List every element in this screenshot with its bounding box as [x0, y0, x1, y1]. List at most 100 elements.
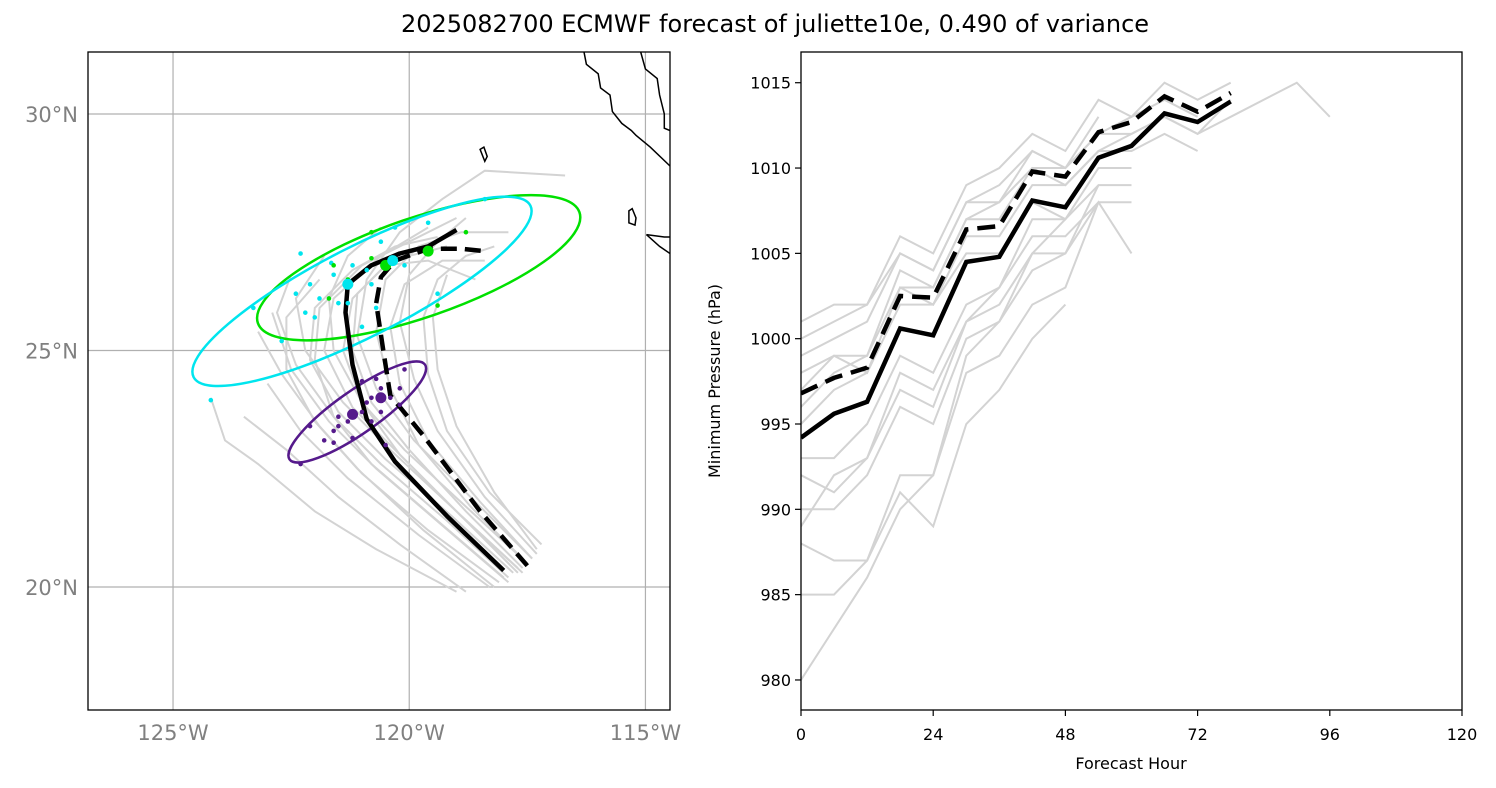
cluster-point-purple	[331, 440, 336, 446]
cluster-point-green	[463, 229, 469, 235]
island-outline	[628, 207, 637, 227]
cluster-point-purple	[397, 402, 403, 408]
map-x-tick-label: 125°W	[137, 721, 209, 745]
map-tick-labels: 125°W 120°W 115°W 30°N 25°N 20°N	[25, 103, 681, 745]
map-content	[191, 52, 670, 593]
cluster-point-purple	[336, 423, 341, 429]
map-y-tick-label: 30°N	[25, 103, 78, 127]
ensemble-mean-dashed	[801, 91, 1232, 396]
cluster-point-cyan	[251, 305, 256, 311]
cluster-point-purple	[373, 376, 379, 382]
cluster-point-cyan	[482, 196, 488, 202]
y-tick-label: 985	[760, 586, 791, 605]
cluster-ellipse-green	[255, 193, 582, 342]
member-pressure-line	[801, 132, 1199, 391]
coastline	[646, 233, 670, 238]
x-tick-label: 120	[1447, 725, 1478, 744]
map-y-tick-label: 20°N	[25, 576, 78, 600]
coastline	[639, 52, 670, 132]
ensemble-mean-solid	[343, 227, 506, 573]
member-track	[431, 274, 538, 550]
cluster-point-green	[369, 255, 374, 261]
member-pressure-line	[801, 201, 1132, 460]
cluster-point-purple	[388, 395, 393, 401]
x-tick-label: 96	[1320, 725, 1340, 744]
x-tick-label: 0	[796, 725, 806, 744]
cluster-point-purple	[378, 386, 384, 391]
cluster-center	[387, 255, 399, 267]
y-tick-label: 1010	[750, 159, 791, 178]
member-pressure-line	[801, 167, 1132, 425]
cluster-point-purple	[369, 419, 374, 424]
cluster-point-cyan	[293, 291, 299, 297]
cluster-point-purple	[369, 395, 374, 401]
cluster-point-cyan	[336, 300, 341, 306]
cluster-point-green	[369, 229, 374, 235]
y-tick-label: 995	[760, 415, 791, 434]
cluster-point-cyan	[402, 263, 407, 268]
cluster-point-cyan	[303, 310, 308, 315]
member-pressure-line	[801, 98, 1199, 408]
cluster-point-purple	[321, 438, 327, 443]
member-track	[356, 169, 566, 560]
coastline	[583, 52, 670, 167]
cluster-point-cyan	[298, 251, 303, 256]
cluster-point-cyan	[369, 281, 374, 287]
map-gridlines	[88, 52, 670, 710]
pressure-chart-panel: 0 24 48 72 96 120 980 985 990 995 1000 1005 1010 1015…	[705, 51, 1478, 773]
member-track	[285, 278, 495, 588]
y-axis-label: Minimum Pressure (hPa)	[705, 284, 724, 478]
member-track	[375, 231, 529, 565]
ensemble-mean-dashed	[373, 246, 529, 568]
pressure-content	[801, 81, 1331, 681]
cluster-point-purple	[350, 435, 355, 441]
cluster-point-cyan	[208, 397, 214, 403]
y-tick-label: 1005	[750, 244, 791, 263]
map-frame	[87, 51, 671, 711]
cluster-point-green	[326, 296, 332, 301]
member-track	[389, 259, 533, 560]
member-pressure-line	[801, 81, 1232, 323]
map-x-tick-label: 115°W	[610, 721, 682, 745]
member-track	[271, 312, 510, 584]
x-tick-label: 48	[1055, 725, 1075, 744]
y-tick-label: 990	[760, 500, 791, 519]
cluster-point-purple	[378, 409, 384, 415]
cluster-point-cyan	[373, 305, 379, 311]
y-tick-label: 1000	[750, 330, 791, 349]
figure-title: 2025082700 ECMWF forecast of juliette10e…	[400, 10, 1150, 38]
island-outline	[479, 145, 489, 164]
cluster-center	[347, 408, 359, 420]
cluster-point-cyan	[331, 272, 336, 278]
member-pressure-line	[801, 218, 1066, 527]
x-tick-label: 72	[1187, 725, 1207, 744]
cluster-point-cyan	[350, 263, 355, 268]
cluster-point-purple	[336, 414, 341, 420]
cluster-point-cyan	[425, 220, 431, 226]
cluster-point-cyan	[312, 315, 318, 320]
y-tick-label: 1015	[750, 74, 791, 93]
y-tick-label: 980	[760, 671, 791, 690]
cluster-point-purple	[364, 400, 370, 405]
member-track	[398, 217, 538, 555]
member-track	[209, 397, 457, 593]
cluster-point-purple	[402, 367, 407, 372]
cluster-point-cyan	[392, 225, 398, 230]
member-track	[243, 415, 467, 593]
track-map-panel: 125°W 120°W 115°W 30°N 25°N 20°N	[25, 51, 681, 745]
cluster-point-purple	[359, 378, 365, 384]
cluster-point-cyan	[307, 281, 313, 287]
cluster-point-cyan	[364, 267, 370, 273]
map-y-tick-label: 25°N	[25, 339, 78, 363]
ensemble-mean-solid	[801, 99, 1232, 440]
x-tick-label: 24	[923, 725, 943, 744]
member-pressure-line	[801, 184, 1132, 681]
cluster-point-purple	[397, 386, 403, 391]
cluster-point-purple	[345, 419, 351, 424]
cluster-point-cyan	[378, 239, 384, 244]
cluster-point-green	[435, 303, 440, 308]
member-pressure-line	[801, 303, 1067, 596]
cluster-point-purple	[359, 409, 365, 415]
member-pressure-line	[801, 184, 1100, 511]
